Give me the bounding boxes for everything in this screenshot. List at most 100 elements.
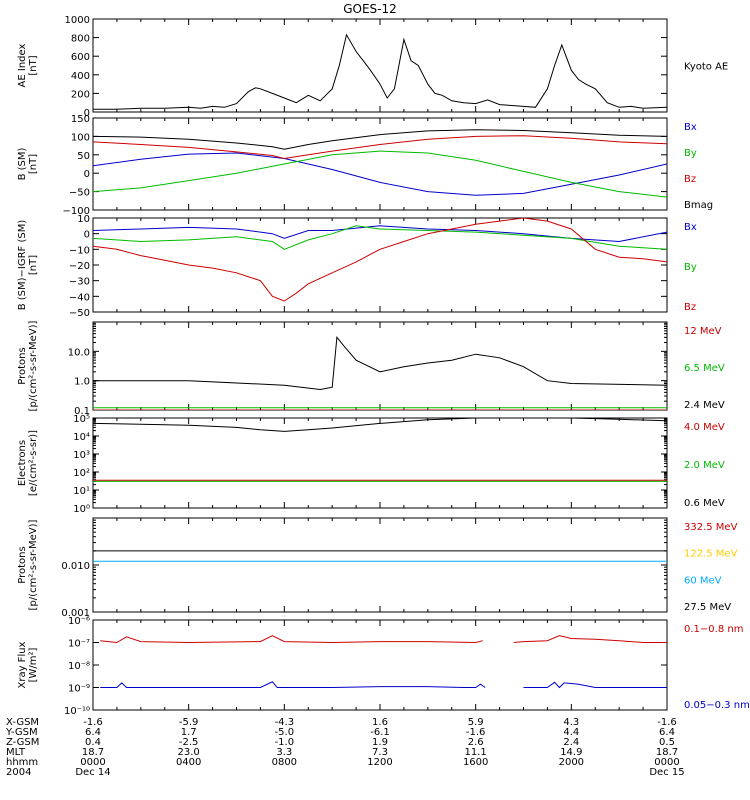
y-tick-label: 10⁻⁶ xyxy=(68,616,90,627)
series-group xyxy=(93,218,667,302)
x-info-value: 18.7 xyxy=(656,747,678,758)
y-tick-label: −20 xyxy=(69,261,90,272)
y-axis-label: AE Index xyxy=(17,43,28,87)
y-tick-label: 0 xyxy=(84,169,90,180)
legend-label: Bz xyxy=(684,302,696,313)
legend-label: By xyxy=(684,148,697,159)
legend-label: Bz xyxy=(684,174,696,185)
legend-label: 0.05−0.3 nm xyxy=(684,700,750,711)
legend-label: Bmag xyxy=(684,200,713,211)
series-group xyxy=(93,336,667,410)
x-info-value: 2.4 xyxy=(563,737,579,748)
y-axis-label: B (SM) xyxy=(17,147,28,180)
series-line-Kyoto-AE xyxy=(93,33,667,110)
x-info-value: -1.6 xyxy=(83,717,103,728)
y-tick-label: 1000 xyxy=(65,15,90,26)
legend-label: 12 MeV xyxy=(684,326,722,337)
y-tick-label: 0 xyxy=(84,108,90,119)
x-info-value: 1200 xyxy=(367,757,392,768)
x-info-row-label: hhmm xyxy=(6,757,38,768)
y-tick-label: 10⁵ xyxy=(73,414,90,425)
x-info-row-label: Z-GSM xyxy=(6,737,39,748)
x-info-value: 2000 xyxy=(559,757,584,768)
x-info-value: 18.7 xyxy=(82,747,104,758)
y-axis-label: [e/(cm²-s-sr)] xyxy=(28,430,39,496)
y-axis-label: [nT] xyxy=(28,154,39,174)
x-info-value: 4.4 xyxy=(563,727,579,738)
y-tick-label: −10 xyxy=(69,245,90,256)
legend-label: 332.5 MeV xyxy=(684,522,738,533)
y-axis-label: Protons xyxy=(17,546,28,583)
y-tick-label: 10⁻⁷ xyxy=(68,639,90,650)
y-axis-label: [nT] xyxy=(28,55,39,75)
y-tick-label: 100 xyxy=(71,132,90,143)
series-line-0-1-0-8-nm xyxy=(100,635,667,644)
x-info-value: 0800 xyxy=(272,757,297,768)
panel-hiprotons: 0.001 0.010 Protons [p/(cm²-s-sr-MeV)] 332.5… xyxy=(17,517,738,619)
y-tick-label: 10¹ xyxy=(73,486,90,497)
y-tick-label: 10² xyxy=(73,468,90,479)
series-group xyxy=(93,418,667,482)
x-info-value: 4.3 xyxy=(563,717,579,728)
y-tick-label: 10⁻¹⁰ xyxy=(64,706,90,717)
x-info-value: 1.6 xyxy=(372,717,388,728)
x-info-value: -1.6 xyxy=(466,727,486,738)
y-tick-label: 150 xyxy=(71,114,90,125)
y-tick-label: 10³ xyxy=(73,450,90,461)
x-info-value: 0.4 xyxy=(85,737,101,748)
x-info-value: 5.9 xyxy=(468,717,484,728)
x-info-value: 1.9 xyxy=(372,737,388,748)
y-tick-label: −50 xyxy=(69,188,90,199)
y-tick-label: 10⁰ xyxy=(73,504,90,515)
x-info-value: 3.3 xyxy=(276,747,292,758)
x-info-value: -4.3 xyxy=(275,717,295,728)
legend-label: 60 MeV xyxy=(684,575,722,586)
series-line-2-4-MeV xyxy=(93,336,667,391)
x-info-row-label: X-GSM xyxy=(6,717,39,728)
x-info-value: 6.4 xyxy=(659,727,675,738)
y-axis-label: [p/(cm²-s-sr-MeV)] xyxy=(28,519,39,610)
y-tick-label: 10⁻⁹ xyxy=(68,684,90,695)
y-axis-label: [nT] xyxy=(28,255,39,275)
x-date-start: Dec 14 xyxy=(75,767,110,778)
y-tick-label: −30 xyxy=(69,277,90,288)
series-line-Bz xyxy=(93,135,667,160)
legend-label: 6.5 MeV xyxy=(684,363,725,374)
y-tick-label: 50 xyxy=(77,151,90,162)
y-tick-label: −40 xyxy=(69,292,90,303)
series-group xyxy=(100,635,667,689)
series-line-0-6-MeV xyxy=(93,418,667,432)
panel-xray: 10⁻¹⁰ 10⁻⁹ 10⁻⁸ 10⁻⁷ 10⁻⁶ Xray Flux [W/m²] 0.1−… xyxy=(17,616,750,717)
x-info-value: 14.9 xyxy=(560,747,582,758)
series-line-Bmag xyxy=(93,129,667,150)
x-info-value: 0000 xyxy=(80,757,105,768)
y-axis-label: Xray Flux xyxy=(17,641,28,688)
y-tick-label: 800 xyxy=(71,34,90,45)
series-group xyxy=(93,550,667,562)
x-info-row-label: MLT xyxy=(6,747,26,758)
legend-label: 2.0 MeV xyxy=(684,460,725,471)
x-info-value: -6.1 xyxy=(370,727,390,738)
x-info-value: 11.1 xyxy=(465,747,487,758)
x-info-row-label: Y-GSM xyxy=(5,727,38,738)
y-tick-label: 0.1 xyxy=(74,406,90,417)
panel-protons: 0.1 1.0 10.0 Protons [p/(cm²-s-sr-MeV)] 12 Me… xyxy=(17,320,725,417)
x-info-value: 1600 xyxy=(463,757,488,768)
panel-ae: 0 200 400 600 800 1000 AE Index [nT] Kyoto AE xyxy=(17,15,728,119)
legend-label: 27.5 MeV xyxy=(684,602,731,613)
legend-label: By xyxy=(684,262,697,273)
y-axis-label: Electrons xyxy=(17,440,28,486)
panel-db: −50 −40 −30 −20 −10 0 10 B (SM)−IGRF (SM) [nT] Bx… xyxy=(17,214,697,319)
y-tick-label: 0.010 xyxy=(61,561,90,572)
legend-label: Bx xyxy=(684,222,697,233)
y-axis-label: B (SM)−IGRF (SM) xyxy=(17,220,28,311)
legend-label: 2.4 MeV xyxy=(684,400,725,411)
series-line-0-05-0-3-nm xyxy=(100,681,667,689)
series-line-Bz xyxy=(93,218,667,302)
x-info-value: 7.3 xyxy=(372,747,388,758)
series-group xyxy=(93,129,667,198)
y-tick-label: −100 xyxy=(63,206,90,217)
